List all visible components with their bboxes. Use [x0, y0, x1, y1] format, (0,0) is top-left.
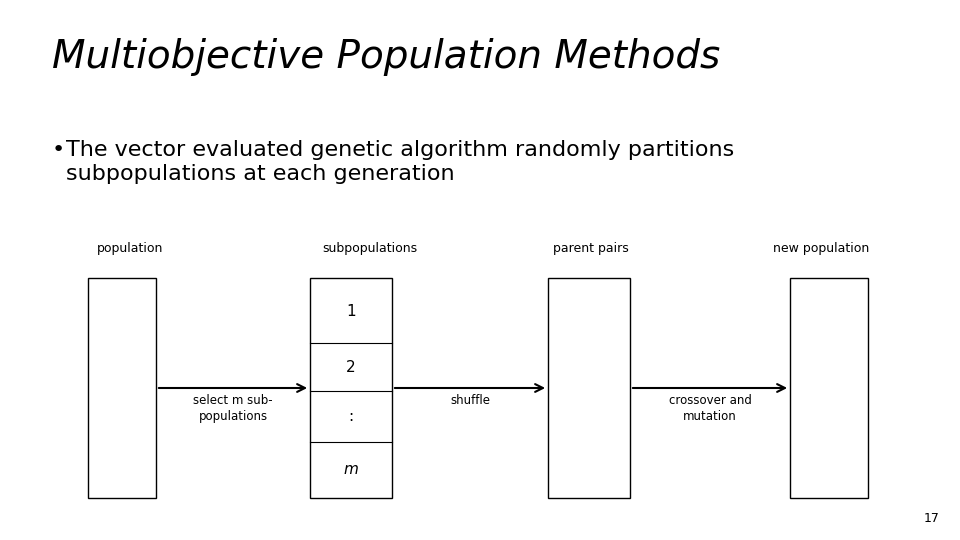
Text: Multiobjective Population Methods: Multiobjective Population Methods — [52, 38, 720, 76]
Text: subpopulations at each generation: subpopulations at each generation — [66, 164, 455, 184]
Text: The vector evaluated genetic algorithm randomly partitions: The vector evaluated genetic algorithm r… — [66, 140, 734, 160]
Bar — [310, 278, 392, 498]
Text: select m sub-
populations: select m sub- populations — [193, 394, 273, 423]
Text: 17: 17 — [924, 512, 940, 525]
Text: population: population — [96, 242, 163, 255]
Text: new population: new population — [773, 242, 869, 255]
Text: subpopulations: subpopulations — [322, 242, 418, 255]
Text: 2: 2 — [347, 360, 356, 375]
Text: •: • — [52, 140, 65, 160]
Text: parent pairs: parent pairs — [553, 242, 628, 255]
Bar — [88, 278, 156, 498]
Text: m: m — [344, 462, 358, 477]
Text: :: : — [348, 409, 353, 424]
Bar — [548, 278, 630, 498]
Text: 1: 1 — [347, 303, 356, 319]
Bar — [790, 278, 868, 498]
Text: shuffle: shuffle — [450, 394, 490, 407]
Text: crossover and
mutation: crossover and mutation — [668, 394, 752, 423]
